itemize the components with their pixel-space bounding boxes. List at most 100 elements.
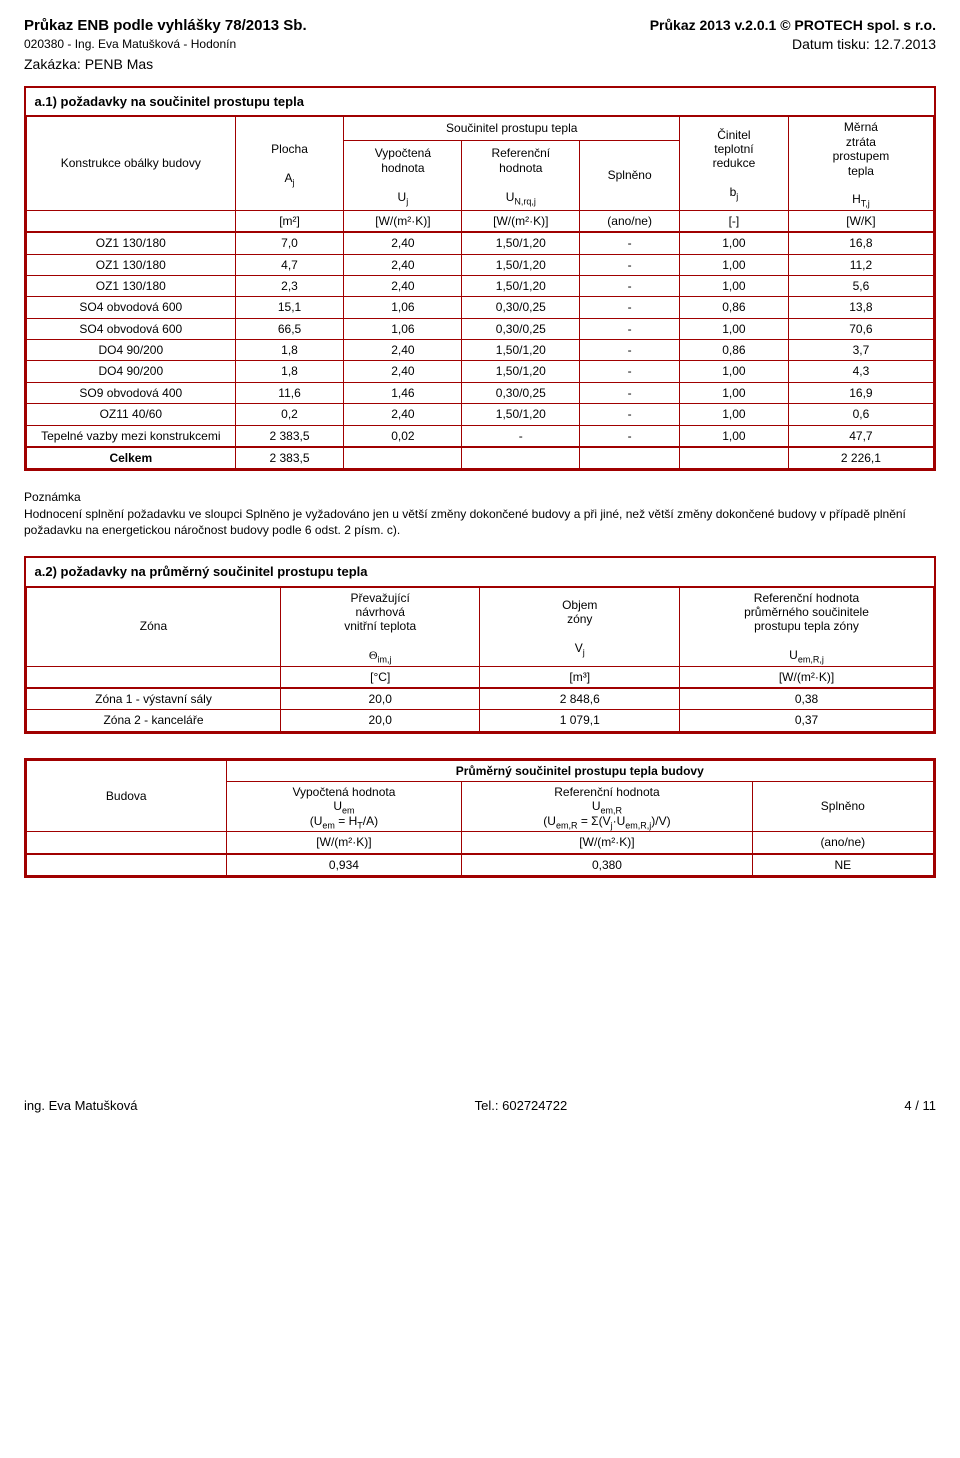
unit-b: [-] — [680, 210, 789, 232]
cell-area: 11,6 — [235, 382, 344, 403]
table-a2-title: a.2) požadavky na průměrný součinitel pr… — [27, 558, 934, 587]
cell-u: 2,40 — [344, 361, 462, 382]
col-group-header: Součinitel prostupu tepla — [344, 116, 680, 140]
footer-right: 4 / 11 — [904, 1098, 936, 1113]
cell-b: 1,00 — [680, 275, 789, 296]
cell-spl: - — [580, 425, 680, 447]
cell-u: 2,40 — [344, 340, 462, 361]
cell-vol: 1 079,1 — [480, 710, 680, 731]
cell-u: 0,38 — [680, 688, 934, 710]
col-uemrj: Referenční hodnota průměrného součinitel… — [680, 587, 934, 666]
cell-b: 1,00 — [680, 382, 789, 403]
cell-h: 0,6 — [788, 404, 933, 425]
col-vypoctena2: Vypočtená hodnota Uem (Uem = HT/A) — [226, 782, 462, 832]
col-ztrata: Měrná ztráta prostupem tepla HT,j — [788, 116, 933, 210]
col-budova: Budova — [27, 760, 227, 832]
unit-uref: [W/(m²·K)] — [462, 210, 580, 232]
table-a2-box: a.2) požadavky na průměrný součinitel pr… — [24, 556, 936, 734]
cell-name: SO9 obvodová 400 — [27, 382, 236, 403]
cell-b: 1,00 — [680, 254, 789, 275]
table-row: Tepelné vazby mezi konstrukcemi2 383,50,… — [27, 425, 934, 447]
table-a2: a.2) požadavky na průměrný součinitel pr… — [26, 558, 934, 732]
cell-u: 1,46 — [344, 382, 462, 403]
footer-left: ing. Eva Matušková — [24, 1098, 137, 1113]
cell-h: 70,6 — [788, 318, 933, 339]
cell-u: 0,37 — [680, 710, 934, 731]
cell-uref: 1,50/1,20 — [462, 361, 580, 382]
cell-spl: - — [580, 382, 680, 403]
col-referencni2: Referenční hodnota Uem,R (Uem,R = Σ(Vj·U… — [462, 782, 752, 832]
col-construction: Konstrukce obálky budovy — [27, 116, 236, 210]
cell-uref: 0,30/0,25 — [462, 297, 580, 318]
unit-h: [W/K] — [788, 210, 933, 232]
note-block: Poznámka Hodnocení splnění požadavku ve … — [24, 489, 936, 538]
cell-spl: - — [580, 297, 680, 318]
unit-u3a: [W/(m²·K)] — [226, 832, 462, 854]
header-right: Průkaz 2013 v.2.0.1 © PROTECH spol. s r.… — [650, 16, 936, 54]
cell-b: 1,00 — [680, 404, 789, 425]
table-a1-header-row1: Konstrukce obálky budovy Plocha Aj Souči… — [27, 116, 934, 140]
cell-spl: - — [580, 340, 680, 361]
cell-b: 0,86 — [680, 340, 789, 361]
cell-temp: 20,0 — [280, 688, 480, 710]
unit-temp: [°C] — [280, 666, 480, 688]
cell-spl: - — [580, 404, 680, 425]
unit-u: [W/(m²·K)] — [344, 210, 462, 232]
cell-spl: - — [580, 232, 680, 254]
footer-center: Tel.: 602724722 — [475, 1098, 568, 1113]
cell-uref: 0,30/0,25 — [462, 382, 580, 403]
col-objem: Objem zóny Vj — [480, 587, 680, 666]
cell-area: 1,8 — [235, 340, 344, 361]
cell-area: 2,3 — [235, 275, 344, 296]
unit-u2: [W/(m²·K)] — [680, 666, 934, 688]
total-label: Celkem — [27, 447, 236, 469]
total-h: 2 226,1 — [788, 447, 933, 469]
cell-h: 13,8 — [788, 297, 933, 318]
cell-uref: 1,50/1,20 — [462, 275, 580, 296]
table-a1-title-row: a.1) požadavky na součinitel prostupu te… — [27, 88, 934, 117]
cell-u: 1,06 — [344, 318, 462, 339]
cell-u: 0,02 — [344, 425, 462, 447]
cell-h: 16,8 — [788, 232, 933, 254]
unit-vol: [m³] — [480, 666, 680, 688]
cell-h: 11,2 — [788, 254, 933, 275]
cell-name: SO4 obvodová 600 — [27, 318, 236, 339]
table-row: OZ1 130/1802,32,401,50/1,20-1,005,6 — [27, 275, 934, 296]
page-footer: ing. Eva Matušková Tel.: 602724722 4 / 1… — [24, 1098, 936, 1113]
col-vypoctena: Vypočtená hodnota Uj — [344, 140, 462, 210]
col-cinitel: Činitel teplotní redukce bj — [680, 116, 789, 210]
cell-b: 1,00 — [680, 232, 789, 254]
cell-uref: 1,50/1,20 — [462, 254, 580, 275]
table-a1: a.1) požadavky na součinitel prostupu te… — [26, 88, 934, 470]
cell-u: 2,40 — [344, 275, 462, 296]
cell-spl: - — [580, 361, 680, 382]
table-row: SO4 obvodová 60015,11,060,30/0,25-0,8613… — [27, 297, 934, 318]
cell-b: 1,00 — [680, 425, 789, 447]
cell-h: 47,7 — [788, 425, 933, 447]
cell-h: 5,6 — [788, 275, 933, 296]
cell-zone: Zóna 2 - kanceláře — [27, 710, 281, 731]
table-a3-box: Budova Průměrný součinitel prostupu tepl… — [24, 758, 936, 878]
table-a3-data-row: 0,934 0,380 NE — [27, 854, 934, 876]
cell-area: 1,8 — [235, 361, 344, 382]
cell-uref: 0,30/0,25 — [462, 318, 580, 339]
unit-anone: (ano/ne) — [752, 832, 933, 854]
print-date: Datum tisku: 12.7.2013 — [650, 35, 936, 54]
cell-uref: - — [462, 425, 580, 447]
unit-area: [m²] — [235, 210, 344, 232]
col-zona: Zóna — [27, 587, 281, 666]
table-row: SO4 obvodová 60066,51,060,30/0,25-1,0070… — [27, 318, 934, 339]
cell-temp: 20,0 — [280, 710, 480, 731]
cell-uref: 1,50/1,20 — [462, 232, 580, 254]
cell-name: DO4 90/200 — [27, 361, 236, 382]
cell-u: 2,40 — [344, 404, 462, 425]
table-a1-box: a.1) požadavky na součinitel prostupu te… — [24, 86, 936, 472]
table-row: OZ11 40/600,22,401,50/1,20-1,000,6 — [27, 404, 934, 425]
cell-u: 2,40 — [344, 232, 462, 254]
order-line: Zakázka: PENB Mas — [24, 56, 936, 72]
col-area: Plocha Aj — [235, 116, 344, 210]
page-header: Průkaz ENB podle vyhlášky 78/2013 Sb. 02… — [24, 16, 936, 54]
cell-area: 7,0 — [235, 232, 344, 254]
table-row: OZ1 130/1807,02,401,50/1,20-1,0016,8 — [27, 232, 934, 254]
note-title: Poznámka — [24, 489, 936, 505]
